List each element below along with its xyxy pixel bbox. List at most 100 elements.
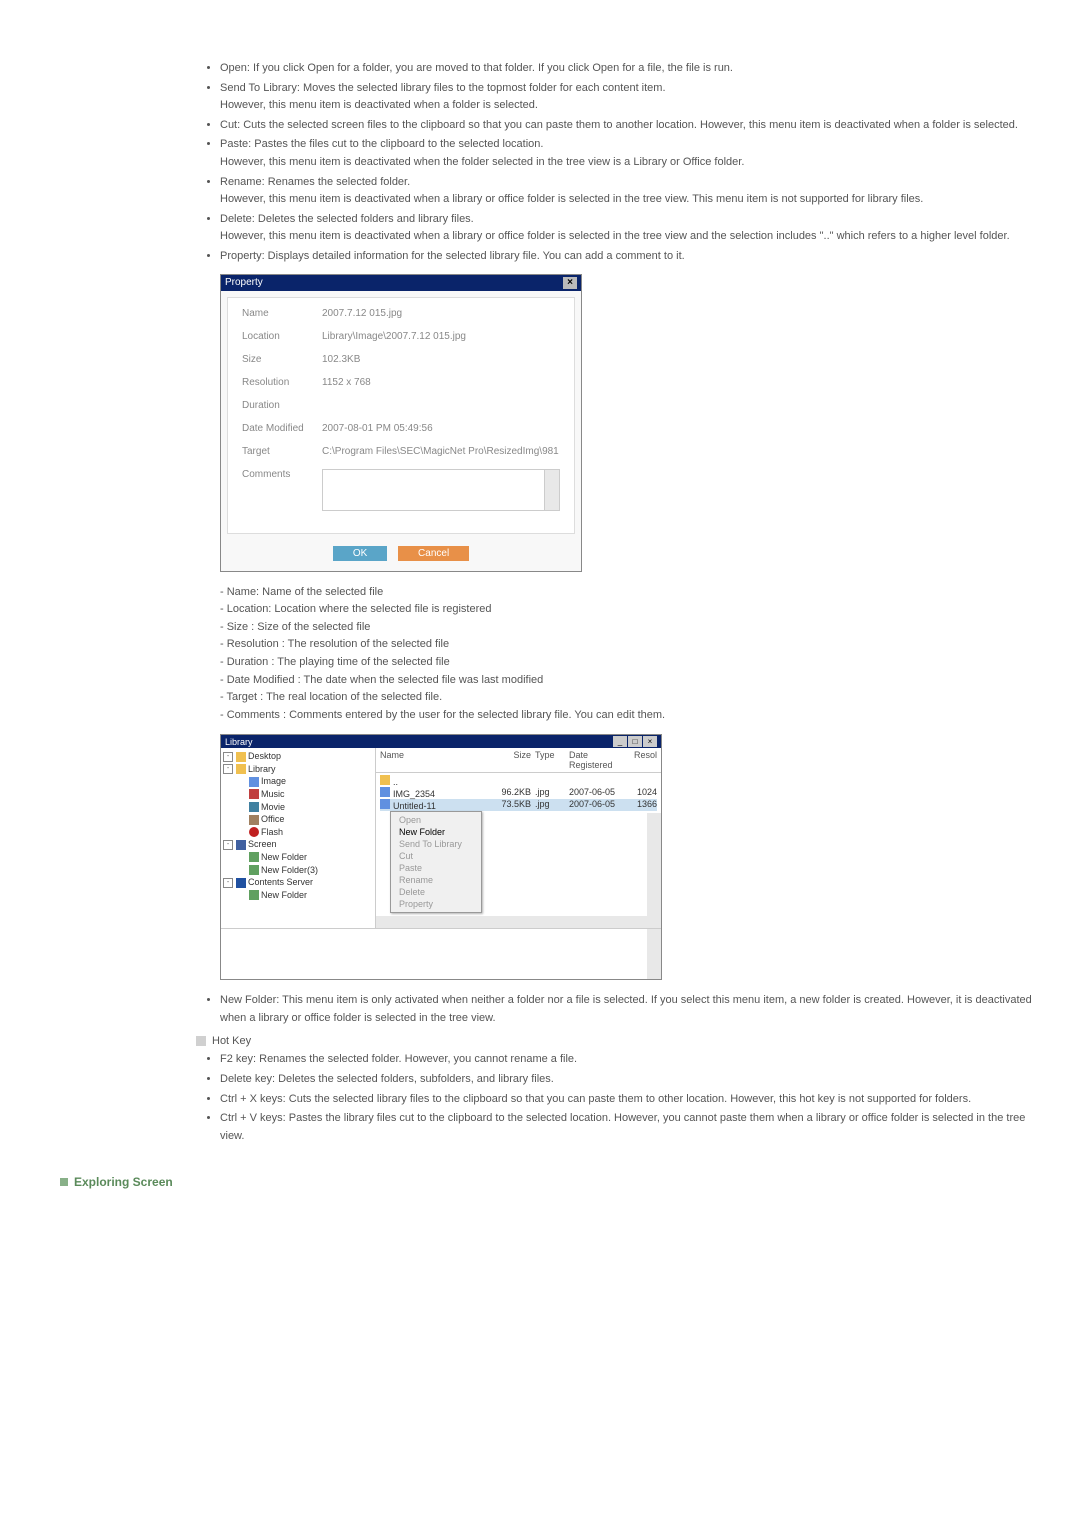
dialog-titlebar: Property × [221,275,581,291]
menu-item-cut: Cut: Cuts the selected screen files to t… [220,117,1040,135]
library-rows: ..IMG_235496.2KB.jpg2007-06-051024Untitl… [376,773,661,813]
list-item[interactable]: Untitled-1173.5KB.jpg2007-06-051366 [380,799,657,811]
tree-item-label: Movie [261,801,285,814]
tree-item-label: Contents Server [248,876,313,889]
tree-item[interactable]: - Contents Server [223,876,373,889]
tree-item[interactable]: Music [223,788,373,801]
desc-comments: - Comments : Comments entered by the use… [220,707,1040,725]
folder-icon [236,764,246,774]
tree-item-label: New Folder [261,889,307,902]
ok-button[interactable]: OK [333,546,387,561]
tree-item[interactable]: -Library [223,763,373,776]
row-res: 1024 [629,787,657,799]
scrollbar-vertical[interactable] [647,929,661,979]
col-type[interactable]: Type [531,750,565,770]
prop-modified-value: 2007-08-01 PM 05:49:56 [322,423,560,434]
tree-item-label: Image [261,775,286,788]
folder-icon [249,802,259,812]
desc-duration: - Duration : The playing time of the sel… [220,654,1040,672]
list-item[interactable]: .. [380,775,657,787]
library-window: Library _ □ × -Desktop-LibraryImageMusic… [220,734,662,980]
library-title: Library [225,737,253,747]
folder-icon [249,789,259,799]
menu-item-paste: Paste: Pastes the files cut to the clipb… [220,136,1040,171]
folder-icon [236,840,246,850]
tree-item-label: New Folder [261,851,307,864]
row-res [629,775,657,787]
dialog-body: Name2007.7.12 015.jpg LocationLibrary\Im… [227,297,575,534]
row-type: .jpg [531,799,565,811]
file-icon [380,799,390,809]
tree-item[interactable]: New Folder(3) [223,864,373,877]
tree-item[interactable]: Flash [223,826,373,839]
tree-item[interactable]: Office [223,813,373,826]
prop-location-value: Library\Image\2007.7.12 015.jpg [322,331,560,342]
list-item[interactable]: IMG_235496.2KB.jpg2007-06-051024 [380,787,657,799]
field-description-list: - Name: Name of the selected file - Loca… [180,584,1040,725]
menu-item-new-folder: New Folder: This menu item is only activ… [220,992,1040,1027]
prop-target-value: C:\Program Files\SEC\MagicNet Pro\Resize… [322,446,560,457]
library-tree[interactable]: -Desktop-LibraryImageMusicMovieOfficeFla… [221,748,376,928]
exploring-screen-heading: Exploring Screen [60,1175,1040,1189]
tree-item[interactable]: Movie [223,801,373,814]
hotkey-ctrl-v: Ctrl + V keys: Pastes the library files … [220,1110,1040,1145]
comments-input[interactable] [322,469,560,511]
col-res[interactable]: Resol [629,750,657,770]
desc-location: - Location: Location where the selected … [220,601,1040,619]
tree-item[interactable]: -Desktop [223,750,373,763]
prop-duration-value [322,400,560,411]
prop-modified-label: Date Modified [242,423,322,434]
desc-name: - Name: Name of the selected file [220,584,1040,602]
row-name: Untitled-11 [380,799,489,811]
hotkey-icon [196,1036,206,1046]
prop-comments-label: Comments [242,469,322,511]
row-date: 2007-06-05 [565,787,629,799]
bullet-icon [60,1178,68,1186]
tree-expander-icon[interactable]: - [223,752,233,762]
hotkey-heading: Hot Key [180,1035,1040,1047]
row-res: 1366 [629,799,657,811]
col-name[interactable]: Name [380,750,489,770]
tree-expander-icon[interactable]: - [223,878,233,888]
file-icon [380,787,390,797]
exploring-screen-title: Exploring Screen [74,1175,173,1189]
file-icon [380,775,390,785]
col-date[interactable]: Date Registered [565,750,629,770]
folder-icon [249,827,259,837]
tree-item-label: Music [261,788,285,801]
tree-expander-icon[interactable]: - [223,840,233,850]
hotkey-title: Hot Key [212,1035,251,1047]
tree-item[interactable]: Image [223,775,373,788]
desc-resolution: - Resolution : The resolution of the sel… [220,636,1040,654]
scrollbar-vertical[interactable] [647,813,661,928]
prop-size-label: Size [242,354,322,365]
menu-item-delete: Delete: Deletes the selected folders and… [220,211,1040,246]
tree-item[interactable]: New Folder [223,889,373,902]
desc-modified: - Date Modified : The date when the sele… [220,672,1040,690]
folder-icon [236,752,246,762]
minimize-icon[interactable]: _ [613,736,627,747]
close-icon[interactable]: × [643,736,657,747]
folder-icon [249,890,259,900]
menu-item-rename: Rename: Renames the selected folder. How… [220,174,1040,209]
close-icon[interactable]: × [563,277,577,289]
tree-expander-icon[interactable]: - [223,764,233,774]
prop-name-value: 2007.7.12 015.jpg [322,308,560,319]
tree-item[interactable]: New Folder [223,851,373,864]
context-menu-description-list: Open: If you click Open for a folder, yo… [180,60,1040,266]
tree-item[interactable]: -Screen [223,838,373,851]
hotkey-f2: F2 key: Renames the selected folder. How… [220,1051,1040,1069]
cancel-button[interactable]: Cancel [398,546,469,561]
hotkey-delete: Delete key: Deletes the selected folders… [220,1071,1040,1089]
row-size [489,775,531,787]
prop-name-label: Name [242,308,322,319]
row-type [531,775,565,787]
maximize-icon[interactable]: □ [628,736,642,747]
menu-item-open: Open: If you click Open for a folder, yo… [220,60,1040,78]
folder-icon [236,878,246,888]
scrollbar-horizontal[interactable] [376,916,647,928]
library-content-panel: Name Size Type Date Registered Resol ..I… [376,748,661,928]
col-size[interactable]: Size [489,750,531,770]
hotkey-ctrl-x: Ctrl + X keys: Cuts the selected library… [220,1091,1040,1109]
prop-resolution-value: 1152 x 768 [322,377,560,388]
